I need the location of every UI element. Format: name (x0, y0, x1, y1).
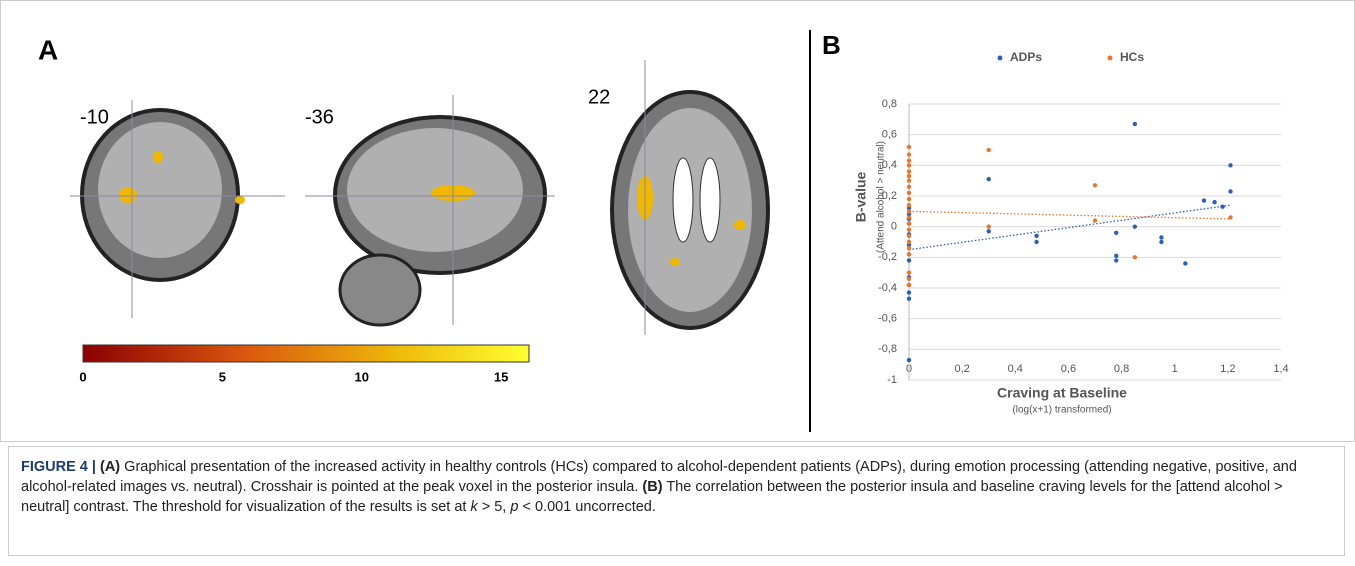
x-tick-label: 0,2 (954, 363, 969, 375)
x-tick-label: 1 (1172, 363, 1178, 375)
point (907, 234, 911, 238)
point (907, 169, 911, 173)
legend-label: ADPs (1010, 50, 1042, 64)
point (987, 177, 991, 181)
point (987, 229, 991, 233)
point (907, 185, 911, 189)
x-tick-label: 1,4 (1273, 363, 1288, 375)
point (907, 252, 911, 256)
y-tick-label: 0 (891, 221, 897, 233)
point (1034, 240, 1038, 244)
legend-marker (998, 56, 1003, 61)
point (1202, 198, 1206, 202)
brain-images (70, 60, 768, 335)
point (907, 283, 911, 287)
point (1228, 189, 1232, 193)
trend-line (909, 211, 1231, 219)
y-tick-label: 0,6 (882, 129, 897, 141)
point (907, 203, 911, 207)
caption-text: FIGURE 4 | (21, 459, 100, 475)
caption-text: > 5, (478, 499, 511, 515)
point (1183, 261, 1187, 265)
legend-marker (1108, 56, 1113, 61)
point (907, 290, 911, 294)
point (1114, 258, 1118, 262)
x-tick-label: 0,6 (1061, 363, 1076, 375)
point (1133, 255, 1137, 259)
x-tick-label: 0,8 (1114, 363, 1129, 375)
colorbar-tick-label: 10 (355, 369, 369, 384)
y-axis-label: B-value (853, 172, 869, 223)
point (1034, 234, 1038, 238)
colorbar-tick-label: 15 (494, 369, 508, 384)
point (907, 174, 911, 178)
point (1093, 183, 1097, 187)
point (907, 152, 911, 156)
y-tick-label: -0,4 (878, 282, 897, 294)
panel-label: A (38, 34, 58, 65)
slice-label: 22 (588, 86, 610, 108)
colorbar-tick-label: 5 (219, 369, 226, 384)
colorbar-tick-label: 0 (79, 369, 86, 384)
point (907, 178, 911, 182)
point (1114, 231, 1118, 235)
point (1220, 205, 1224, 209)
point (1093, 218, 1097, 222)
point (1159, 240, 1163, 244)
slice-label: -10 (80, 106, 109, 128)
y-tick-label: -0,8 (878, 343, 897, 355)
point (907, 270, 911, 274)
x-axis-label: Craving at Baseline (997, 385, 1127, 401)
caption-text: k (470, 499, 477, 515)
point (907, 197, 911, 201)
point (1133, 224, 1137, 228)
point (907, 209, 911, 213)
point (907, 240, 911, 244)
point (1228, 163, 1232, 167)
point (1114, 254, 1118, 258)
point (907, 228, 911, 232)
x-tick-label: 1,2 (1220, 363, 1235, 375)
point (907, 221, 911, 225)
trend-line (909, 205, 1231, 249)
caption-text: (A) (100, 459, 120, 475)
point (907, 215, 911, 219)
y-axis-sublabel: (Attend alcohol > neutral) (876, 141, 887, 253)
point (907, 163, 911, 167)
x-tick-label: 0,4 (1008, 363, 1023, 375)
x-axis-sublabel: (log(x+1) transformed) (1012, 405, 1111, 416)
point (907, 246, 911, 250)
legend-label: HCs (1120, 50, 1144, 64)
point (907, 258, 911, 262)
point (1159, 235, 1163, 239)
colorbar (83, 345, 529, 362)
point (907, 145, 911, 149)
point (1133, 122, 1137, 126)
point (907, 297, 911, 301)
point (1212, 200, 1216, 204)
point (987, 224, 991, 228)
slice-label: -36 (305, 106, 334, 128)
page: A B -10 -36 22 0510150,80,60,40,20-0,2-0… (0, 0, 1355, 566)
point (1228, 215, 1232, 219)
y-tick-label: -1 (887, 374, 897, 386)
caption: FIGURE 4 | (A) Graphical presentation of… (8, 446, 1345, 556)
y-tick-label: -0,6 (878, 313, 897, 325)
caption-text: < 0.001 uncorrected. (518, 499, 655, 515)
panel-label: B (822, 30, 841, 60)
y-tick-label: 0,8 (882, 98, 897, 110)
caption-text: (B) (642, 479, 662, 495)
point (907, 191, 911, 195)
point (907, 277, 911, 281)
point (987, 148, 991, 152)
point (907, 159, 911, 163)
point (907, 358, 911, 362)
